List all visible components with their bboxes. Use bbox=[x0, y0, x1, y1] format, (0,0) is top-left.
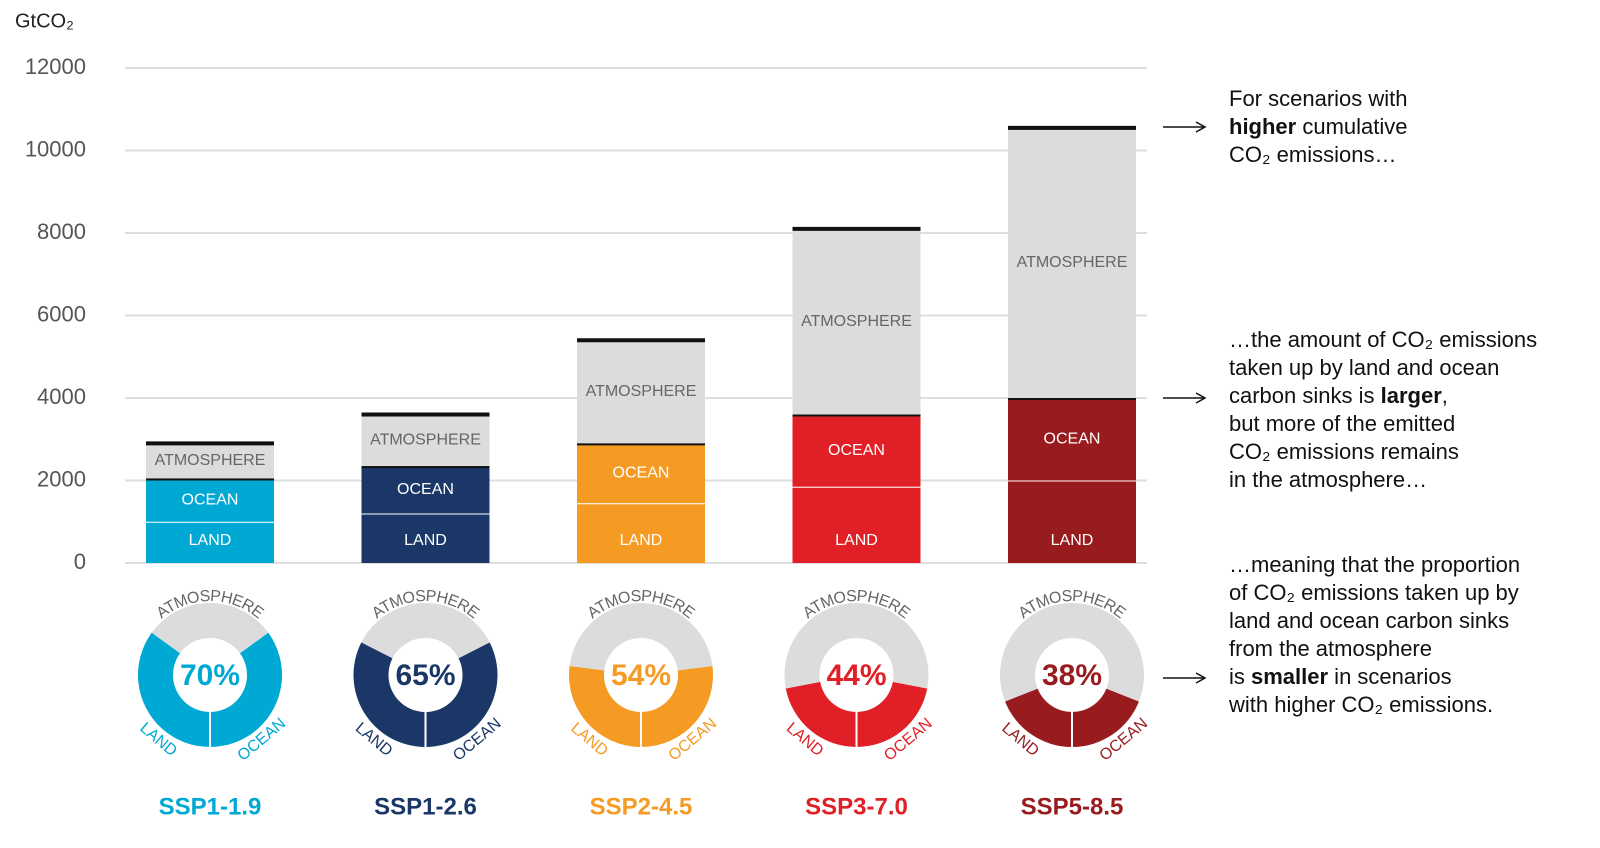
bar-segment bbox=[577, 340, 705, 444]
annotation-line: CO₂ emissions… bbox=[1229, 142, 1396, 167]
arrow-head bbox=[1195, 672, 1207, 684]
y-tick-label: 8000 bbox=[37, 219, 86, 244]
donut-percentage: 65% bbox=[395, 659, 455, 692]
annotation-line: CO₂ emissions remains bbox=[1229, 439, 1459, 464]
donut-atmosphere-arc bbox=[151, 602, 269, 654]
segment-label: OCEAN bbox=[1044, 430, 1101, 447]
arrow-head bbox=[1195, 121, 1207, 133]
segment-label: OCEAN bbox=[182, 491, 239, 508]
bar-segment bbox=[577, 503, 705, 563]
bar-segment bbox=[146, 443, 274, 479]
donut-atmosphere-arc bbox=[361, 603, 490, 659]
annotation-line: from the atmosphere bbox=[1229, 636, 1432, 661]
annotation-line: but more of the emitted bbox=[1229, 411, 1455, 436]
y-tick-label: 2000 bbox=[37, 466, 86, 491]
bar-segment bbox=[792, 414, 921, 487]
segment-label: ATMOSPHERE bbox=[586, 383, 697, 400]
y-axis-label: GtCO₂ bbox=[15, 10, 74, 32]
bar-segment bbox=[792, 228, 921, 415]
annotation-line: with higher CO₂ emissions. bbox=[1228, 692, 1493, 717]
donut-percentage: 54% bbox=[611, 659, 671, 692]
bar-segment bbox=[146, 478, 274, 522]
segment-label: ATMOSPHERE bbox=[801, 313, 912, 330]
donut-sink-arc bbox=[353, 642, 498, 748]
scenario-label: SSP3-7.0 bbox=[805, 793, 908, 820]
annotation-line: in the atmosphere… bbox=[1229, 467, 1427, 492]
annotation-line: …the amount of CO₂ emissions bbox=[1229, 327, 1537, 352]
donut-atmosphere-arc bbox=[1000, 602, 1145, 702]
annotation-line: taken up by land and ocean bbox=[1229, 355, 1499, 380]
y-tick-label: 10000 bbox=[25, 136, 86, 161]
annotation-line: is smaller in scenarios bbox=[1229, 664, 1452, 689]
y-tick-label: 12000 bbox=[25, 54, 86, 79]
donut-atmosphere-arc bbox=[569, 603, 713, 671]
annotation-line: For scenarios with bbox=[1229, 86, 1408, 111]
scenario-label: SSP2-4.5 bbox=[590, 793, 693, 820]
bar-segment bbox=[1008, 127, 1136, 398]
annotation-line: land and ocean carbon sinks bbox=[1229, 608, 1509, 633]
donut-sink-arc bbox=[138, 632, 282, 747]
donut-atmosphere-arc bbox=[784, 602, 929, 689]
y-tick-label: 4000 bbox=[37, 384, 86, 409]
y-tick-label: 6000 bbox=[37, 301, 86, 326]
bar-segment bbox=[792, 486, 921, 563]
bar-segment bbox=[361, 414, 490, 467]
bar-segment bbox=[361, 513, 490, 563]
donut-percentage: 38% bbox=[1042, 659, 1102, 692]
segment-label: OCEAN bbox=[613, 465, 670, 482]
segment-label: LAND bbox=[1051, 532, 1094, 549]
segment-label: LAND bbox=[620, 532, 663, 549]
bar-segment bbox=[1008, 398, 1136, 481]
donut-percentage: 70% bbox=[180, 659, 240, 692]
segment-label: LAND bbox=[835, 532, 878, 549]
bar-segment bbox=[577, 443, 705, 504]
annotation-line: carbon sinks is larger, bbox=[1229, 383, 1448, 408]
segment-label: ATMOSPHERE bbox=[155, 452, 266, 469]
bar-segment bbox=[146, 521, 274, 563]
segment-label: ATMOSPHERE bbox=[1017, 254, 1128, 271]
segment-label: OCEAN bbox=[828, 442, 885, 459]
donut-sink-arc bbox=[569, 665, 713, 747]
annotation-line: of CO₂ emissions taken up by bbox=[1229, 580, 1519, 605]
scenario-label: SSP1-2.6 bbox=[374, 793, 477, 820]
bar-segment bbox=[361, 466, 490, 514]
segment-label: ATMOSPHERE bbox=[370, 432, 481, 449]
annotation-line: higher cumulative bbox=[1229, 114, 1408, 139]
segment-label: LAND bbox=[189, 532, 232, 549]
donut-percentage: 44% bbox=[826, 659, 886, 692]
bar-segment bbox=[1008, 480, 1136, 563]
segment-label: OCEAN bbox=[397, 481, 454, 498]
scenario-label: SSP1-1.9 bbox=[159, 793, 262, 820]
segment-label: LAND bbox=[404, 532, 447, 549]
annotation-line: …meaning that the proportion bbox=[1229, 552, 1520, 577]
scenario-label: SSP5-8.5 bbox=[1021, 793, 1124, 820]
y-tick-label: 0 bbox=[74, 549, 86, 574]
arrow-head bbox=[1195, 392, 1207, 404]
